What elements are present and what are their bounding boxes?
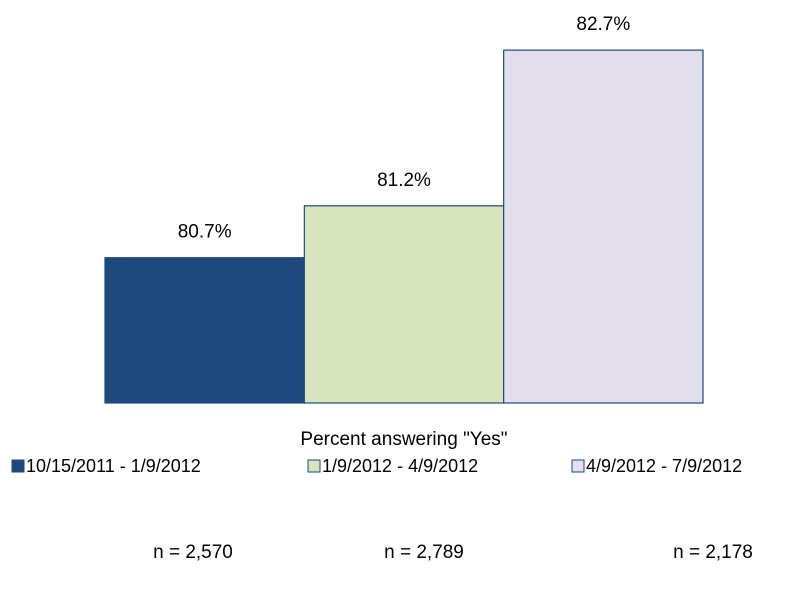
legend-text: 10/15/2011 - 1/9/2012 — [26, 456, 201, 476]
annotation: n = 2,178 — [673, 542, 753, 563]
legend-swatch — [307, 459, 321, 473]
bar — [104, 257, 305, 404]
bar — [303, 205, 505, 404]
data-label: 81.2% — [377, 170, 431, 191]
legend-text: 1/9/2012 - 4/9/2012 — [322, 456, 478, 476]
annotation: n = 2,570 — [153, 542, 233, 563]
legend-swatch — [11, 459, 25, 473]
annotation: n = 2,789 — [384, 542, 464, 563]
data-label: 80.7% — [178, 222, 232, 243]
data-label: 82.7% — [576, 14, 630, 35]
legend-swatch — [571, 459, 585, 473]
x-tick-label: Percent answering "Yes" — [300, 429, 507, 450]
legend-text: 4/9/2012 - 7/9/2012 — [586, 456, 742, 476]
bar — [503, 49, 704, 404]
